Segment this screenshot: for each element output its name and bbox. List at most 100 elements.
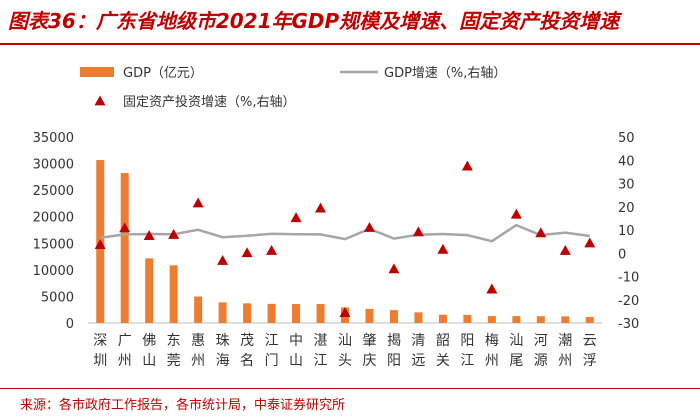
chart-title: 图表36：广东省地级市2021年GDP规模及增速、固定资产投资增速 — [8, 9, 620, 33]
investment-growth-point — [559, 244, 571, 255]
category-label: 关 — [436, 353, 450, 369]
gdp-bar — [512, 316, 521, 323]
category-label: 阳 — [460, 333, 474, 349]
category-label: 肇 — [362, 333, 376, 349]
investment-growth-point — [217, 254, 229, 265]
right-axis: -30 -20 -10 0 10 20 30 40 50 — [618, 131, 639, 332]
category-label: 州 — [485, 353, 499, 369]
investment-growth-point — [119, 222, 131, 233]
investment-growth-points — [94, 160, 596, 317]
category-label: 茂 — [240, 332, 254, 349]
legend-investment-label: 固定资产投资增速（%,右轴） — [123, 94, 296, 110]
category-label: 名 — [240, 353, 254, 369]
gdp-bar — [414, 312, 423, 323]
category-label: 庆 — [362, 353, 376, 369]
category-label: 尾 — [509, 353, 523, 369]
gdp-bar — [389, 310, 398, 323]
right-tick-label: 20 — [618, 201, 635, 216]
legend-triangle-swatch — [94, 95, 106, 106]
legend-bar-swatch — [80, 67, 114, 77]
investment-growth-point — [192, 197, 204, 208]
gdp-bar — [316, 304, 325, 323]
investment-growth-point — [94, 239, 106, 250]
category-label: 韶 — [436, 333, 450, 349]
category-label: 阳 — [387, 353, 401, 369]
source-note: 来源：各市政府工作报告，各市统计局，中泰证券研究所 — [20, 398, 346, 413]
right-tick-label: 50 — [618, 131, 635, 146]
gdp-bar — [218, 302, 227, 323]
left-tick-label: 20000 — [33, 211, 74, 226]
left-tick-label: 15000 — [33, 237, 74, 252]
category-label: 佛 — [142, 333, 156, 349]
category-label: 门 — [265, 353, 279, 369]
left-tick-label: 30000 — [33, 158, 74, 173]
investment-growth-point — [290, 212, 302, 223]
gdp-bars — [88, 160, 602, 324]
right-tick-label: -30 — [618, 317, 639, 332]
gdp-bar — [487, 316, 496, 323]
investment-growth-point — [584, 237, 596, 248]
category-label: 汕 — [509, 333, 523, 349]
legend-gdp-growth-label: GDP增速（%,右轴） — [384, 66, 506, 81]
category-label: 头 — [338, 353, 352, 369]
investment-growth-point — [486, 283, 498, 294]
category-label: 江 — [314, 353, 328, 369]
category-label: 揭 — [387, 333, 401, 349]
right-tick-label: -20 — [618, 294, 639, 309]
right-tick-label: 40 — [618, 154, 635, 169]
investment-growth-point — [437, 243, 449, 254]
right-tick-label: -10 — [618, 271, 639, 286]
investment-growth-point — [535, 227, 547, 238]
investment-growth-point — [241, 247, 253, 258]
investment-growth-point — [315, 202, 327, 213]
left-tick-label: 5000 — [41, 290, 74, 305]
category-label: 惠 — [191, 333, 205, 349]
left-tick-label: 35000 — [33, 131, 74, 146]
category-labels: 深圳广州佛山东莞惠州珠海茂名江门中山湛江汕头肇庆揭阳清远韶关阳江梅州汕尾河源潮州… — [93, 332, 597, 369]
gdp-bar — [169, 265, 178, 323]
category-label: 珠 — [216, 333, 230, 349]
investment-growth-point — [339, 307, 351, 317]
gdp-bar — [145, 258, 154, 323]
gdp-bar — [438, 314, 447, 323]
category-label: 远 — [411, 353, 425, 369]
right-tick-label: 30 — [618, 178, 635, 193]
investment-growth-point — [168, 228, 180, 239]
category-label: 州 — [191, 353, 205, 369]
category-label: 山 — [142, 353, 156, 369]
category-label: 东 — [167, 333, 181, 349]
category-label: 海 — [216, 353, 230, 369]
category-label: 浮 — [583, 353, 597, 369]
gdp-bar — [463, 314, 472, 323]
investment-growth-point — [412, 226, 424, 237]
gdp-bar — [536, 316, 545, 323]
right-tick-label: 0 — [618, 247, 626, 262]
left-tick-label: 10000 — [33, 264, 74, 279]
left-tick-label: 0 — [66, 317, 74, 332]
category-label: 中 — [289, 333, 303, 349]
left-axis: 0 5000 10000 15000 20000 25000 30000 35000 — [33, 131, 74, 332]
title-rule — [0, 43, 700, 45]
category-label: 湛 — [314, 333, 328, 349]
legend: GDP（亿元） GDP增速（%,右轴） 固定资产投资增速（%,右轴） — [80, 66, 506, 110]
category-label: 汕 — [338, 333, 352, 349]
gdp-growth-polyline — [100, 223, 590, 243]
gdp-bar — [365, 308, 374, 323]
investment-growth-point — [461, 160, 473, 171]
investment-growth-point — [266, 244, 278, 255]
gdp-bar — [194, 296, 203, 323]
category-label: 广 — [118, 333, 132, 349]
category-label: 深 — [93, 333, 107, 349]
category-label: 山 — [289, 353, 303, 369]
gdp-bar — [585, 316, 594, 323]
category-label: 江 — [265, 333, 279, 349]
category-label: 梅 — [485, 333, 499, 349]
investment-growth-point — [363, 221, 375, 232]
gdp-bar — [243, 303, 252, 323]
investment-growth-point — [388, 263, 400, 274]
left-tick-label: 25000 — [33, 184, 74, 199]
gdp-bar — [292, 304, 301, 323]
chart: GDP（亿元） GDP增速（%,右轴） 固定资产投资增速（%,右轴） 0 5000 10… — [33, 66, 640, 369]
gdp-bar — [267, 303, 276, 323]
legend-gdp-label: GDP（亿元） — [123, 66, 203, 81]
